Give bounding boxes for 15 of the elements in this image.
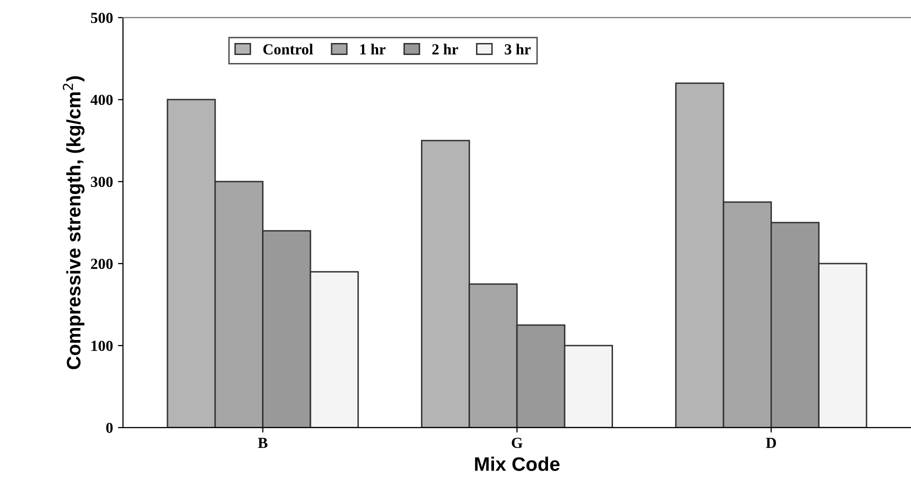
x-tick-label: B <box>258 438 268 448</box>
y-tick-label: 200 <box>90 258 113 270</box>
legend-label: Control <box>263 44 313 54</box>
legend-label: 2 hr <box>432 44 458 54</box>
y-tick-label: 100 <box>92 340 113 352</box>
x-axis-title: Mix Code <box>475 456 560 471</box>
y-tick-label: 0 <box>106 422 113 433</box>
y-tick-label: 500 <box>90 12 113 24</box>
x-tick-label: G <box>512 438 523 448</box>
y-axis-title: Compressive strength, (kg/cm$^{2}$) <box>62 76 84 370</box>
y-tick-label: 400 <box>90 94 113 106</box>
x-tick-label: D <box>766 438 776 448</box>
y-tick-label: 300 <box>90 176 113 188</box>
legend-label: 3 hr <box>504 44 531 54</box>
legend-label: 1 hr <box>360 44 386 54</box>
